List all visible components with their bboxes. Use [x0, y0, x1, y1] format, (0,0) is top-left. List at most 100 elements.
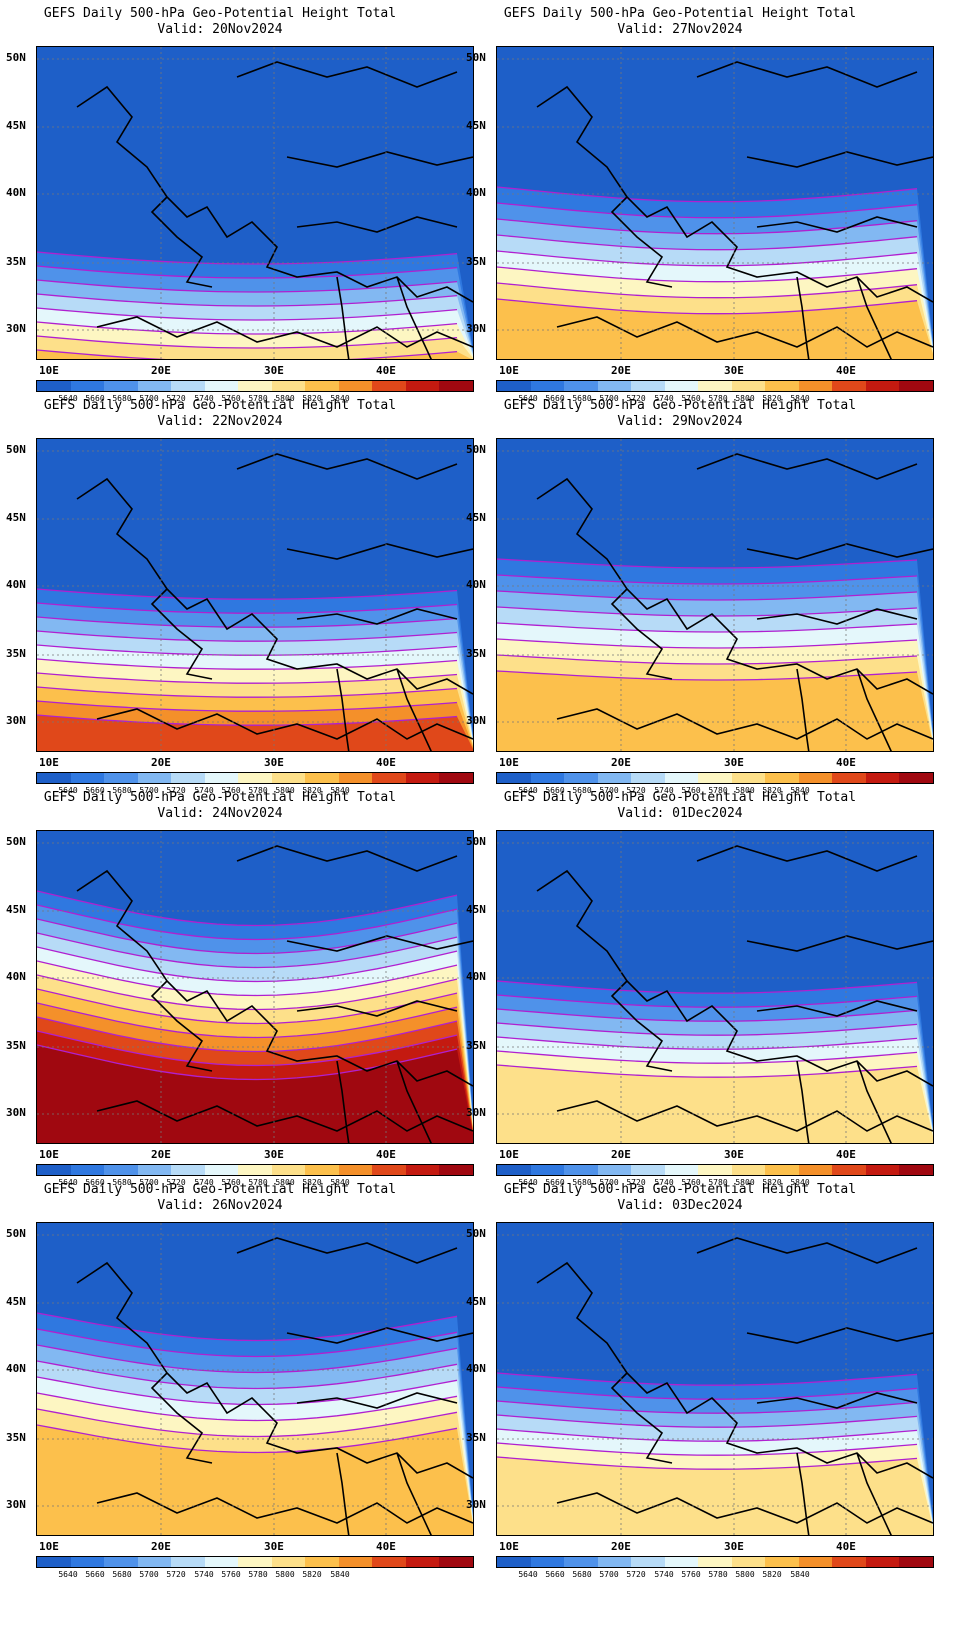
colorbar-segment [104, 381, 138, 391]
colorbar-segment [664, 773, 699, 783]
colorbar-segment [238, 1557, 272, 1567]
panel-title: GEFS Daily 500-hPa Geo-Potential Height … [503, 1182, 857, 1197]
colorbar-label: 5740 [194, 394, 214, 403]
latitude-label: 45N [6, 1295, 26, 1308]
panel-valid-date: Valid: 20Nov2024 [157, 22, 283, 37]
colorbar-segment [70, 1165, 105, 1175]
colorbar-segment [372, 1165, 406, 1175]
latitude-label: 30N [6, 1498, 26, 1511]
colorbar-label: 5640 [58, 394, 78, 403]
panel-valid-date: Valid: 03Dec2024 [617, 1198, 743, 1213]
panel-title: GEFS Daily 500-hPa Geo-Potential Height … [43, 790, 397, 805]
colorbar-segment [664, 1557, 699, 1567]
colorbar-segment [271, 1557, 306, 1567]
colorbar-label: 5820 [302, 786, 322, 795]
height-map [496, 438, 934, 752]
map-panel: GEFS Daily 500-hPa Geo-Potential Height … [460, 1176, 934, 1586]
colorbar-label: 5680 [112, 1178, 132, 1187]
longitude-label: 30E [264, 364, 284, 377]
colorbar-label: 5660 [85, 786, 105, 795]
colorbar-label: 5660 [545, 1178, 565, 1187]
colorbar-segment [497, 381, 531, 391]
latitude-label: 35N [466, 1431, 486, 1444]
colorbar-label: 5760 [221, 1570, 241, 1579]
latitude-label: 45N [6, 903, 26, 916]
longitude-label: 30E [264, 756, 284, 769]
colorbar-label: 5700 [139, 394, 159, 403]
colorbar-label: 5640 [58, 786, 78, 795]
longitude-label: 30E [264, 1148, 284, 1161]
colorbar-segment [271, 381, 306, 391]
colorbar-label: 5800 [275, 394, 295, 403]
colorbar-label: 5800 [735, 1178, 755, 1187]
colorbar-label: 5780 [708, 394, 728, 403]
colorbar-segment [70, 773, 105, 783]
colorbar-segment [305, 1557, 339, 1567]
longitude-label: 10E [499, 1540, 519, 1553]
height-map [496, 46, 934, 360]
colorbar-segment [104, 1165, 138, 1175]
colorbar-segment [765, 1557, 799, 1567]
colorbar-label: 5720 [626, 1178, 646, 1187]
colorbar-segment [664, 1165, 699, 1175]
colorbar-label: 5840 [330, 1570, 350, 1579]
colorbar-label: 5740 [194, 1570, 214, 1579]
panel-valid-date: Valid: 24Nov2024 [157, 806, 283, 821]
colorbar-segment [564, 1165, 598, 1175]
colorbar-segment [497, 1165, 531, 1175]
colorbar-label: 5640 [58, 1178, 78, 1187]
colorbar-segment [664, 381, 699, 391]
panel-valid-date: Valid: 01Dec2024 [617, 806, 743, 821]
latitude-label: 50N [466, 443, 486, 456]
latitude-label: 45N [466, 511, 486, 524]
colorbar-label: 5660 [545, 1570, 565, 1579]
colorbar-segment [405, 1557, 440, 1567]
colorbar-segment [631, 1165, 665, 1175]
panel-valid-date: Valid: 29Nov2024 [617, 414, 743, 429]
colorbar-label: 5800 [735, 1570, 755, 1579]
colorbar-segment [338, 1165, 373, 1175]
latitude-label: 30N [466, 1498, 486, 1511]
colorbar-segment [372, 773, 406, 783]
colorbar-segment [631, 773, 665, 783]
longitude-label: 30E [724, 1148, 744, 1161]
panel-title: GEFS Daily 500-hPa Geo-Potential Height … [503, 6, 857, 21]
latitude-label: 30N [466, 322, 486, 335]
colorbar-label: 5720 [626, 786, 646, 795]
colorbar-label: 5760 [681, 394, 701, 403]
colorbar-label: 5760 [221, 394, 241, 403]
colorbar-label: 5740 [654, 786, 674, 795]
colorbar-segment [564, 773, 598, 783]
latitude-label: 50N [466, 835, 486, 848]
colorbar-segment [899, 381, 933, 391]
colorbar-segment [439, 773, 473, 783]
colorbar-label: 5660 [545, 394, 565, 403]
colorbar-label: 5680 [572, 1570, 592, 1579]
longitude-label: 20E [611, 1148, 631, 1161]
latitude-label: 45N [466, 1295, 486, 1308]
colorbar-label: 5720 [166, 1178, 186, 1187]
colorbar [36, 1556, 474, 1568]
longitude-label: 40E [376, 1148, 396, 1161]
latitude-label: 45N [6, 119, 26, 132]
latitude-label: 35N [466, 1039, 486, 1052]
colorbar [496, 1164, 934, 1176]
colorbar-segment [597, 773, 632, 783]
colorbar-label: 5780 [708, 786, 728, 795]
colorbar-label: 5820 [302, 1178, 322, 1187]
colorbar-segment [238, 773, 272, 783]
longitude-label: 10E [39, 1540, 59, 1553]
colorbar-label: 5760 [681, 1570, 701, 1579]
colorbar-segment [405, 1165, 440, 1175]
colorbar-label: 5720 [626, 394, 646, 403]
longitude-label: 40E [836, 1148, 856, 1161]
colorbar-segment [631, 1557, 665, 1567]
latitude-label: 45N [6, 511, 26, 524]
colorbar-segment [104, 773, 138, 783]
colorbar-segment [731, 1557, 766, 1567]
colorbar-label: 5660 [545, 786, 565, 795]
latitude-label: 40N [6, 1362, 26, 1375]
colorbar [36, 772, 474, 784]
colorbar [496, 380, 934, 392]
colorbar-label: 5840 [790, 1570, 810, 1579]
